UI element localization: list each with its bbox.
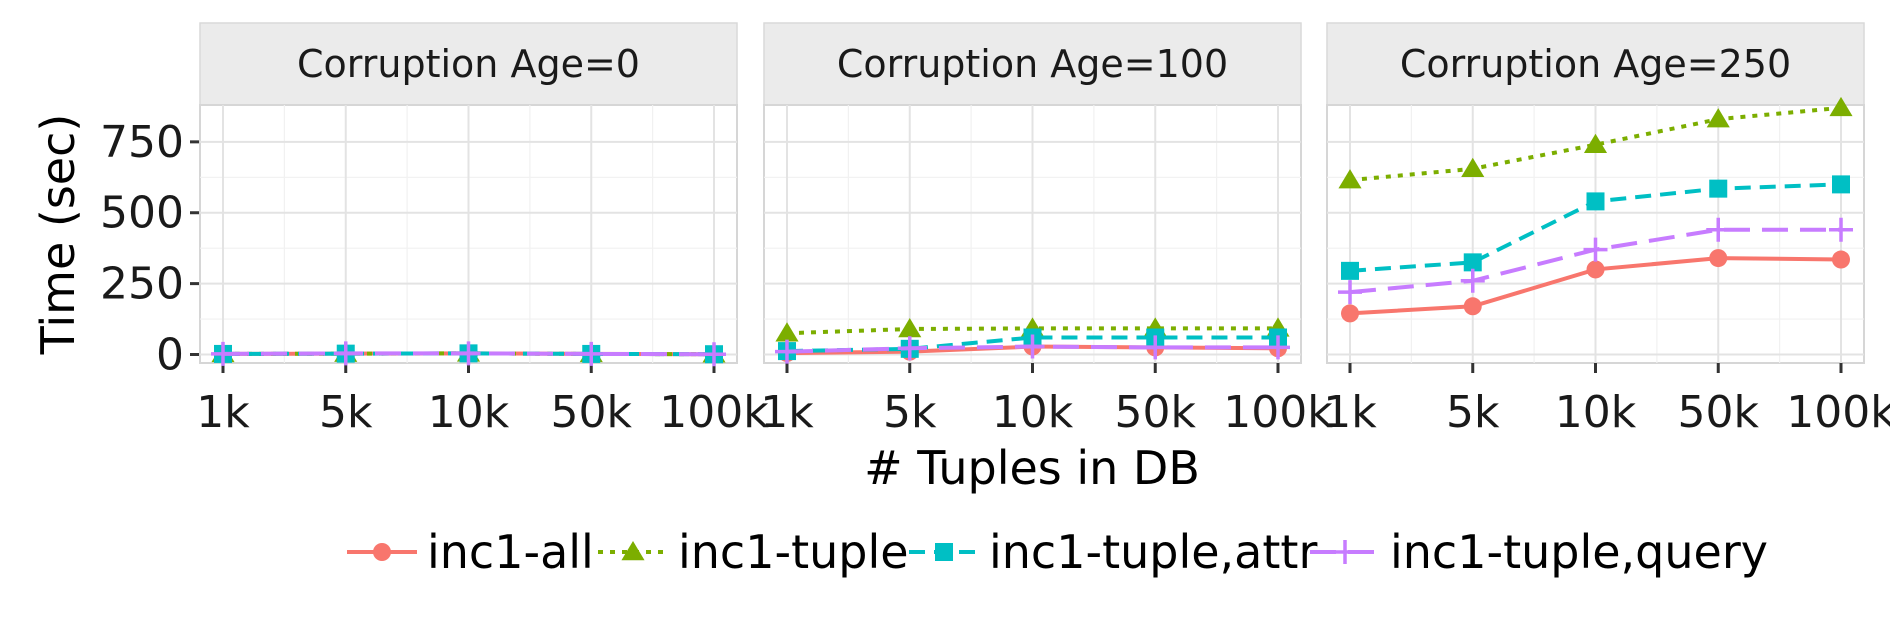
- panel-2: Corruption Age=100 1k 5k 10k 50k 100k: [760, 22, 1333, 438]
- data-point: [1706, 108, 1730, 128]
- legend-label: inc1-tuple,attr: [989, 525, 1317, 579]
- x-tick-label: 5k: [319, 387, 373, 438]
- panel-1: Corruption Age=0 1k 5k 10k 50k 100k: [196, 22, 769, 438]
- x-tick-label: 5k: [1446, 387, 1500, 438]
- data-point: [1832, 175, 1850, 194]
- data-point: [775, 322, 799, 342]
- data-point: [1460, 268, 1485, 293]
- legend-key-marker: [935, 543, 953, 561]
- series-line: [786, 326, 1278, 336]
- series-inc1-tuple-attr: [1341, 175, 1850, 280]
- x-tick-label: 1k: [760, 387, 814, 438]
- legend-item[interactable]: inc1-all: [347, 525, 594, 579]
- data-point: [1020, 334, 1045, 359]
- series-inc1-tuple-query: [211, 341, 726, 367]
- y-tick-label: 500: [100, 188, 184, 239]
- data-point: [1341, 304, 1359, 323]
- strip-background: [199, 22, 738, 106]
- legend-label: inc1-all: [427, 525, 594, 579]
- y-tick-label: 0: [156, 329, 184, 380]
- data-point: [1266, 335, 1290, 360]
- legend-item[interactable]: inc1-tuple,attr: [909, 525, 1317, 579]
- gridlines: [200, 105, 737, 363]
- x-tick-label: 10k: [1555, 387, 1637, 438]
- x-tick-label: 50k: [1115, 387, 1197, 438]
- y-axis-title: Time (sec): [31, 114, 85, 356]
- strip-background: [1326, 22, 1865, 106]
- x-axis-title: # Tuples in DB: [864, 441, 1200, 495]
- data-point: [1709, 179, 1728, 198]
- data-point: [1829, 217, 1853, 242]
- y-tick-label: 250: [100, 259, 184, 310]
- x-tick-label: 5k: [883, 387, 937, 438]
- data-point: [456, 341, 481, 366]
- data-point: [579, 341, 604, 366]
- data-point: [1338, 280, 1362, 305]
- x-tick-label: 10k: [428, 387, 510, 438]
- strip-background: [763, 22, 1302, 106]
- data-point: [775, 339, 799, 364]
- data-point: [702, 342, 726, 367]
- x-tick-label: 100k: [1223, 387, 1333, 438]
- x-tick-label: 100k: [1786, 387, 1890, 438]
- x-tick-label: 10k: [992, 387, 1074, 438]
- legend-key-marker: [621, 541, 645, 561]
- x-tick-label: 100k: [659, 387, 769, 438]
- series-inc1-tuple-query: [775, 334, 1290, 364]
- panel-3: Corruption Age=250 1k 5k 10k 50k 100k: [1323, 22, 1890, 438]
- data-point: [1586, 260, 1605, 279]
- x-tick-label: 50k: [1678, 387, 1760, 438]
- y-tick-label: 750: [100, 117, 184, 168]
- legend-label: inc1-tuple: [678, 525, 909, 579]
- data-point: [1706, 217, 1731, 242]
- data-point: [1463, 297, 1482, 316]
- x-axis: 1k 5k 10k 50k 100k: [760, 363, 1333, 438]
- data-point: [1341, 261, 1359, 280]
- series-inc1-tuple-query: [1338, 217, 1853, 305]
- x-tick-label: 1k: [196, 387, 250, 438]
- x-tick-label: 1k: [1323, 387, 1377, 438]
- data-point: [1463, 253, 1482, 272]
- data-point: [1832, 250, 1850, 269]
- legend: inc1-all inc1-tuple inc1-tuple,attr inc1-tu…: [347, 525, 1768, 579]
- data-point: [1338, 169, 1362, 189]
- panel-title: Corruption Age=0: [297, 42, 640, 86]
- data-point: [333, 341, 358, 366]
- legend-item[interactable]: inc1-tuple: [598, 525, 909, 579]
- panel-title: Corruption Age=250: [1400, 42, 1791, 86]
- y-axis: 0 250 500 750: [100, 117, 200, 380]
- legend-key-marker: [1333, 540, 1357, 564]
- data-point: [1709, 249, 1728, 268]
- legend-label: inc1-tuple,query: [1390, 525, 1768, 579]
- series-inc1-tuple: [1338, 96, 1853, 189]
- x-axis: 1k 5k 10k 50k 100k: [196, 363, 769, 438]
- legend-item[interactable]: inc1-tuple,query: [1310, 525, 1768, 579]
- series-inc1-all: [1341, 249, 1850, 323]
- panel-title: Corruption Age=100: [837, 42, 1228, 86]
- data-point: [211, 341, 235, 366]
- data-point: [1586, 192, 1605, 211]
- legend-key-marker: [373, 543, 391, 561]
- data-point: [1461, 157, 1485, 178]
- data-point: [897, 336, 922, 361]
- data-point: [1583, 237, 1608, 262]
- x-axis: 1k 5k 10k 50k 100k: [1323, 363, 1890, 438]
- data-point: [1829, 96, 1853, 117]
- data-point: [898, 317, 922, 338]
- data-point: [1143, 335, 1168, 360]
- data-point: [1583, 133, 1608, 153]
- x-tick-label: 50k: [551, 387, 633, 438]
